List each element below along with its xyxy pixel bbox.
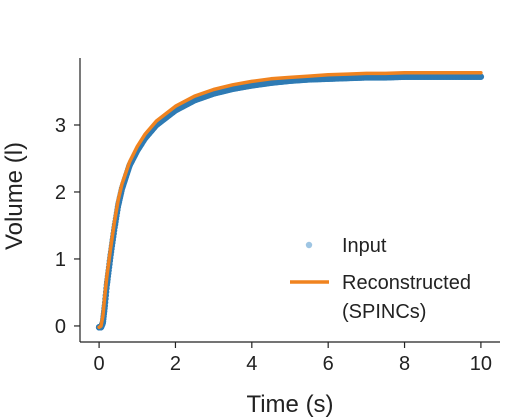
y-tick-label: 0 bbox=[55, 316, 66, 338]
input-point bbox=[477, 73, 485, 80]
x-tick-label: 4 bbox=[246, 353, 257, 375]
legend-input-label: Input bbox=[342, 235, 387, 257]
reconstructed-line bbox=[97, 70, 483, 330]
y-tick-label: 3 bbox=[55, 115, 66, 137]
x-tick-label: 0 bbox=[94, 353, 105, 375]
x-tick-label: 8 bbox=[399, 353, 410, 375]
legend: Input Reconstructed (SPINCs) bbox=[290, 235, 471, 323]
legend-input-marker bbox=[305, 241, 313, 249]
y-tick-label: 2 bbox=[55, 182, 66, 204]
plot-group bbox=[95, 70, 485, 331]
y-axis-label: Volume (l) bbox=[1, 142, 28, 250]
legend-reconstructed-label: (SPINCs) bbox=[342, 301, 426, 323]
legend-reconstructed-label: Reconstructed bbox=[342, 272, 471, 294]
y-tick-label: 1 bbox=[55, 249, 66, 271]
axes-group bbox=[79, 58, 500, 343]
x-tick-label: 6 bbox=[323, 353, 334, 375]
x-axis-label: Time (s) bbox=[246, 391, 333, 418]
ticks-group: 0 2 4 6 8 10 0 1 2 3 bbox=[55, 115, 492, 375]
x-tick-label: 2 bbox=[170, 353, 181, 375]
x-tick-label: 10 bbox=[470, 353, 492, 375]
